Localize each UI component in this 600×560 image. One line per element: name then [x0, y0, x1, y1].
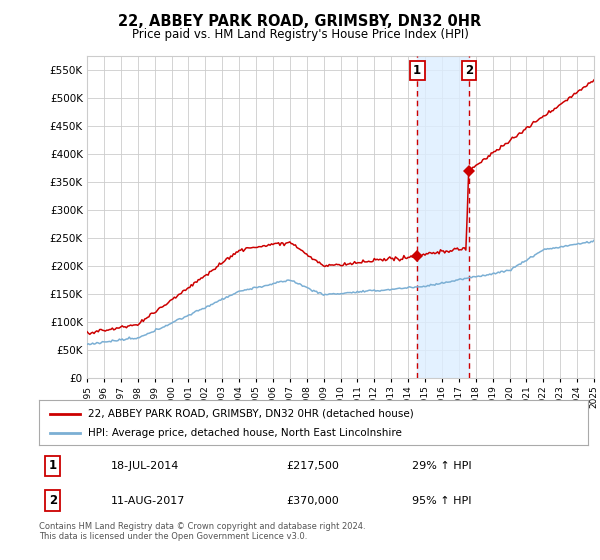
Text: 95% ↑ HPI: 95% ↑ HPI — [412, 496, 472, 506]
Text: 2: 2 — [465, 64, 473, 77]
Text: £217,500: £217,500 — [286, 460, 339, 470]
Text: Contains HM Land Registry data © Crown copyright and database right 2024.: Contains HM Land Registry data © Crown c… — [39, 522, 365, 531]
Text: 18-JUL-2014: 18-JUL-2014 — [110, 460, 179, 470]
Text: 11-AUG-2017: 11-AUG-2017 — [110, 496, 185, 506]
Text: 22, ABBEY PARK ROAD, GRIMSBY, DN32 0HR: 22, ABBEY PARK ROAD, GRIMSBY, DN32 0HR — [118, 14, 482, 29]
Text: 22, ABBEY PARK ROAD, GRIMSBY, DN32 0HR (detached house): 22, ABBEY PARK ROAD, GRIMSBY, DN32 0HR (… — [88, 409, 414, 419]
Text: Price paid vs. HM Land Registry's House Price Index (HPI): Price paid vs. HM Land Registry's House … — [131, 28, 469, 41]
Text: 29% ↑ HPI: 29% ↑ HPI — [412, 460, 472, 470]
Text: This data is licensed under the Open Government Licence v3.0.: This data is licensed under the Open Gov… — [39, 532, 307, 541]
Text: 1: 1 — [49, 459, 57, 472]
Text: £370,000: £370,000 — [286, 496, 339, 506]
Bar — [417, 56, 469, 378]
Text: 2: 2 — [49, 494, 57, 507]
Text: HPI: Average price, detached house, North East Lincolnshire: HPI: Average price, detached house, Nort… — [88, 428, 402, 438]
Text: 1: 1 — [413, 64, 421, 77]
